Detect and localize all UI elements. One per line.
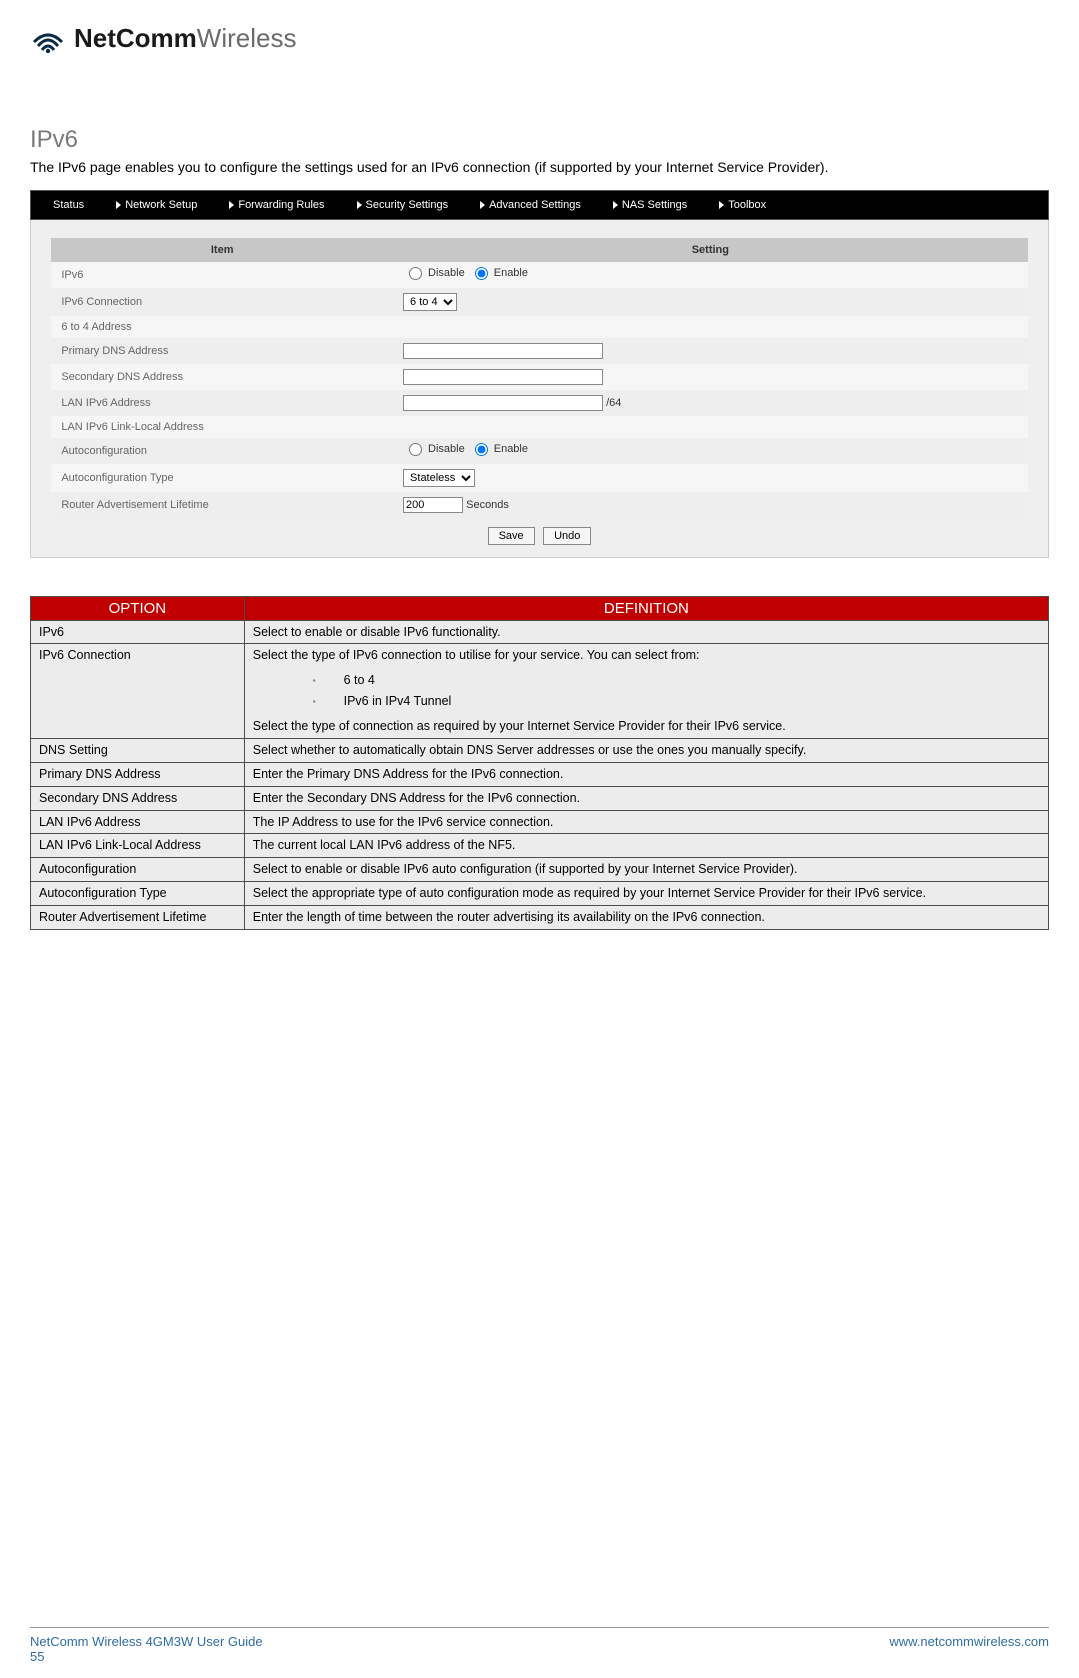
nav-nas-settings[interactable]: NAS Settings [601, 195, 707, 215]
def-text: The current local LAN IPv6 address of th… [244, 834, 1048, 858]
table-row: LAN IPv6 Link-Local Address The current … [31, 834, 1049, 858]
row-6to4-label: 6 to 4 Address [51, 316, 393, 338]
def-option: Autoconfiguration [31, 858, 245, 882]
col-item: Item [51, 238, 393, 262]
def-text: Select whether to automatically obtain D… [244, 738, 1048, 762]
label-enable: Enable [494, 443, 528, 455]
def-col-option: OPTION [31, 596, 245, 620]
chevron-right-icon [357, 201, 362, 209]
ipv6-connection-select[interactable]: 6 to 4 [403, 293, 457, 311]
row-primary-dns-label: Primary DNS Address [51, 338, 393, 364]
def-text: Enter the Primary DNS Address for the IP… [244, 762, 1048, 786]
brand-name: NetCommWireless [74, 23, 296, 54]
label-disable: Disable [428, 443, 465, 455]
nav-advanced-settings[interactable]: Advanced Settings [468, 195, 601, 215]
row-ipv6-label: IPv6 [51, 262, 393, 288]
undo-button[interactable]: Undo [543, 527, 591, 545]
def-text: Select to enable or disable IPv6 auto co… [244, 858, 1048, 882]
def-text: Select to enable or disable IPv6 functio… [244, 620, 1048, 644]
def-option: Router Advertisement Lifetime [31, 906, 245, 930]
chevron-right-icon [116, 201, 121, 209]
table-row: IPv6 Connection Select the type of IPv6 … [31, 644, 1049, 739]
ipv6-disable-radio[interactable] [409, 267, 422, 280]
brand-logo: NetCommWireless [30, 20, 1049, 56]
table-row: Router Advertisement Lifetime Enter the … [31, 906, 1049, 930]
def-option: LAN IPv6 Link-Local Address [31, 834, 245, 858]
def-option: IPv6 Connection [31, 644, 245, 739]
wifi-icon [30, 20, 66, 56]
ipv6-settings-table: Item Setting IPv6 Disable Enable IPv6 Co… [51, 238, 1027, 518]
save-button[interactable]: Save [488, 527, 535, 545]
table-row: Autoconfiguration Type Select the approp… [31, 882, 1049, 906]
col-setting: Setting [393, 238, 1028, 262]
ipv6-settings-panel: Item Setting IPv6 Disable Enable IPv6 Co… [30, 220, 1049, 558]
autoconf-type-select[interactable]: Stateless [403, 469, 475, 487]
row-lan-ipv6-label: LAN IPv6 Address [51, 390, 393, 416]
router-adv-input[interactable] [403, 497, 463, 513]
nav-security-settings[interactable]: Security Settings [345, 195, 469, 215]
page-footer: NetComm Wireless 4GM3W User Guide 55 www… [30, 1627, 1049, 1664]
settings-navbar: Status Network Setup Forwarding Rules Se… [30, 190, 1049, 220]
row-lan-ipv6-ll-label: LAN IPv6 Link-Local Address [51, 416, 393, 438]
chevron-right-icon [480, 201, 485, 209]
footer-page-number: 55 [30, 1649, 263, 1664]
chevron-right-icon [613, 201, 618, 209]
def-text: Enter the Secondary DNS Address for the … [244, 786, 1048, 810]
chevron-right-icon [719, 201, 724, 209]
autoconf-disable-radio[interactable] [409, 443, 422, 456]
table-row: IPv6 Select to enable or disable IPv6 fu… [31, 620, 1049, 644]
ipv6-enable-radio[interactable] [475, 267, 488, 280]
def-text: Select the type of IPv6 connection to ut… [244, 644, 1048, 739]
autoconf-enable-radio[interactable] [475, 443, 488, 456]
definition-table: OPTION DEFINITION IPv6 Select to enable … [30, 596, 1049, 930]
table-row: Autoconfiguration Select to enable or di… [31, 858, 1049, 882]
table-row: LAN IPv6 Address The IP Address to use f… [31, 810, 1049, 834]
row-ipv6-conn-label: IPv6 Connection [51, 288, 393, 316]
section-title: IPv6 [30, 126, 1049, 154]
row-autoconf-type-label: Autoconfiguration Type [51, 464, 393, 492]
label-disable: Disable [428, 267, 465, 279]
chevron-right-icon [229, 201, 234, 209]
row-secondary-dns-label: Secondary DNS Address [51, 364, 393, 390]
def-text: Enter the length of time between the rou… [244, 906, 1048, 930]
nav-status[interactable]: Status [41, 195, 104, 215]
row-6to4-value [393, 316, 1028, 338]
button-row: Save Undo [31, 518, 1048, 549]
footer-url: www.netcommwireless.com [889, 1634, 1049, 1664]
table-row: DNS Setting Select whether to automatica… [31, 738, 1049, 762]
table-row: Secondary DNS Address Enter the Secondar… [31, 786, 1049, 810]
secondary-dns-input[interactable] [403, 369, 603, 385]
section-intro: The IPv6 page enables you to configure t… [30, 158, 1049, 178]
def-text: Select the appropriate type of auto conf… [244, 882, 1048, 906]
def-option: DNS Setting [31, 738, 245, 762]
def-option: LAN IPv6 Address [31, 810, 245, 834]
row-autoconf-label: Autoconfiguration [51, 438, 393, 464]
def-option: Secondary DNS Address [31, 786, 245, 810]
def-option: Primary DNS Address [31, 762, 245, 786]
nav-forwarding-rules[interactable]: Forwarding Rules [217, 195, 344, 215]
nav-toolbox[interactable]: Toolbox [707, 195, 786, 215]
label-enable: Enable [494, 267, 528, 279]
def-option: Autoconfiguration Type [31, 882, 245, 906]
def-col-definition: DEFINITION [244, 596, 1048, 620]
footer-guide-name: NetComm Wireless 4GM3W User Guide [30, 1634, 263, 1649]
def-option: IPv6 [31, 620, 245, 644]
primary-dns-input[interactable] [403, 343, 603, 359]
def-text: The IP Address to use for the IPv6 servi… [244, 810, 1048, 834]
row-lan-ipv6-ll-value [393, 416, 1028, 438]
nav-network-setup[interactable]: Network Setup [104, 195, 217, 215]
lan-ipv6-input[interactable] [403, 395, 603, 411]
table-row: Primary DNS Address Enter the Primary DN… [31, 762, 1049, 786]
seconds-label: Seconds [466, 499, 509, 511]
row-router-adv-label: Router Advertisement Lifetime [51, 492, 393, 518]
lan-ipv6-suffix: /64 [606, 397, 621, 409]
